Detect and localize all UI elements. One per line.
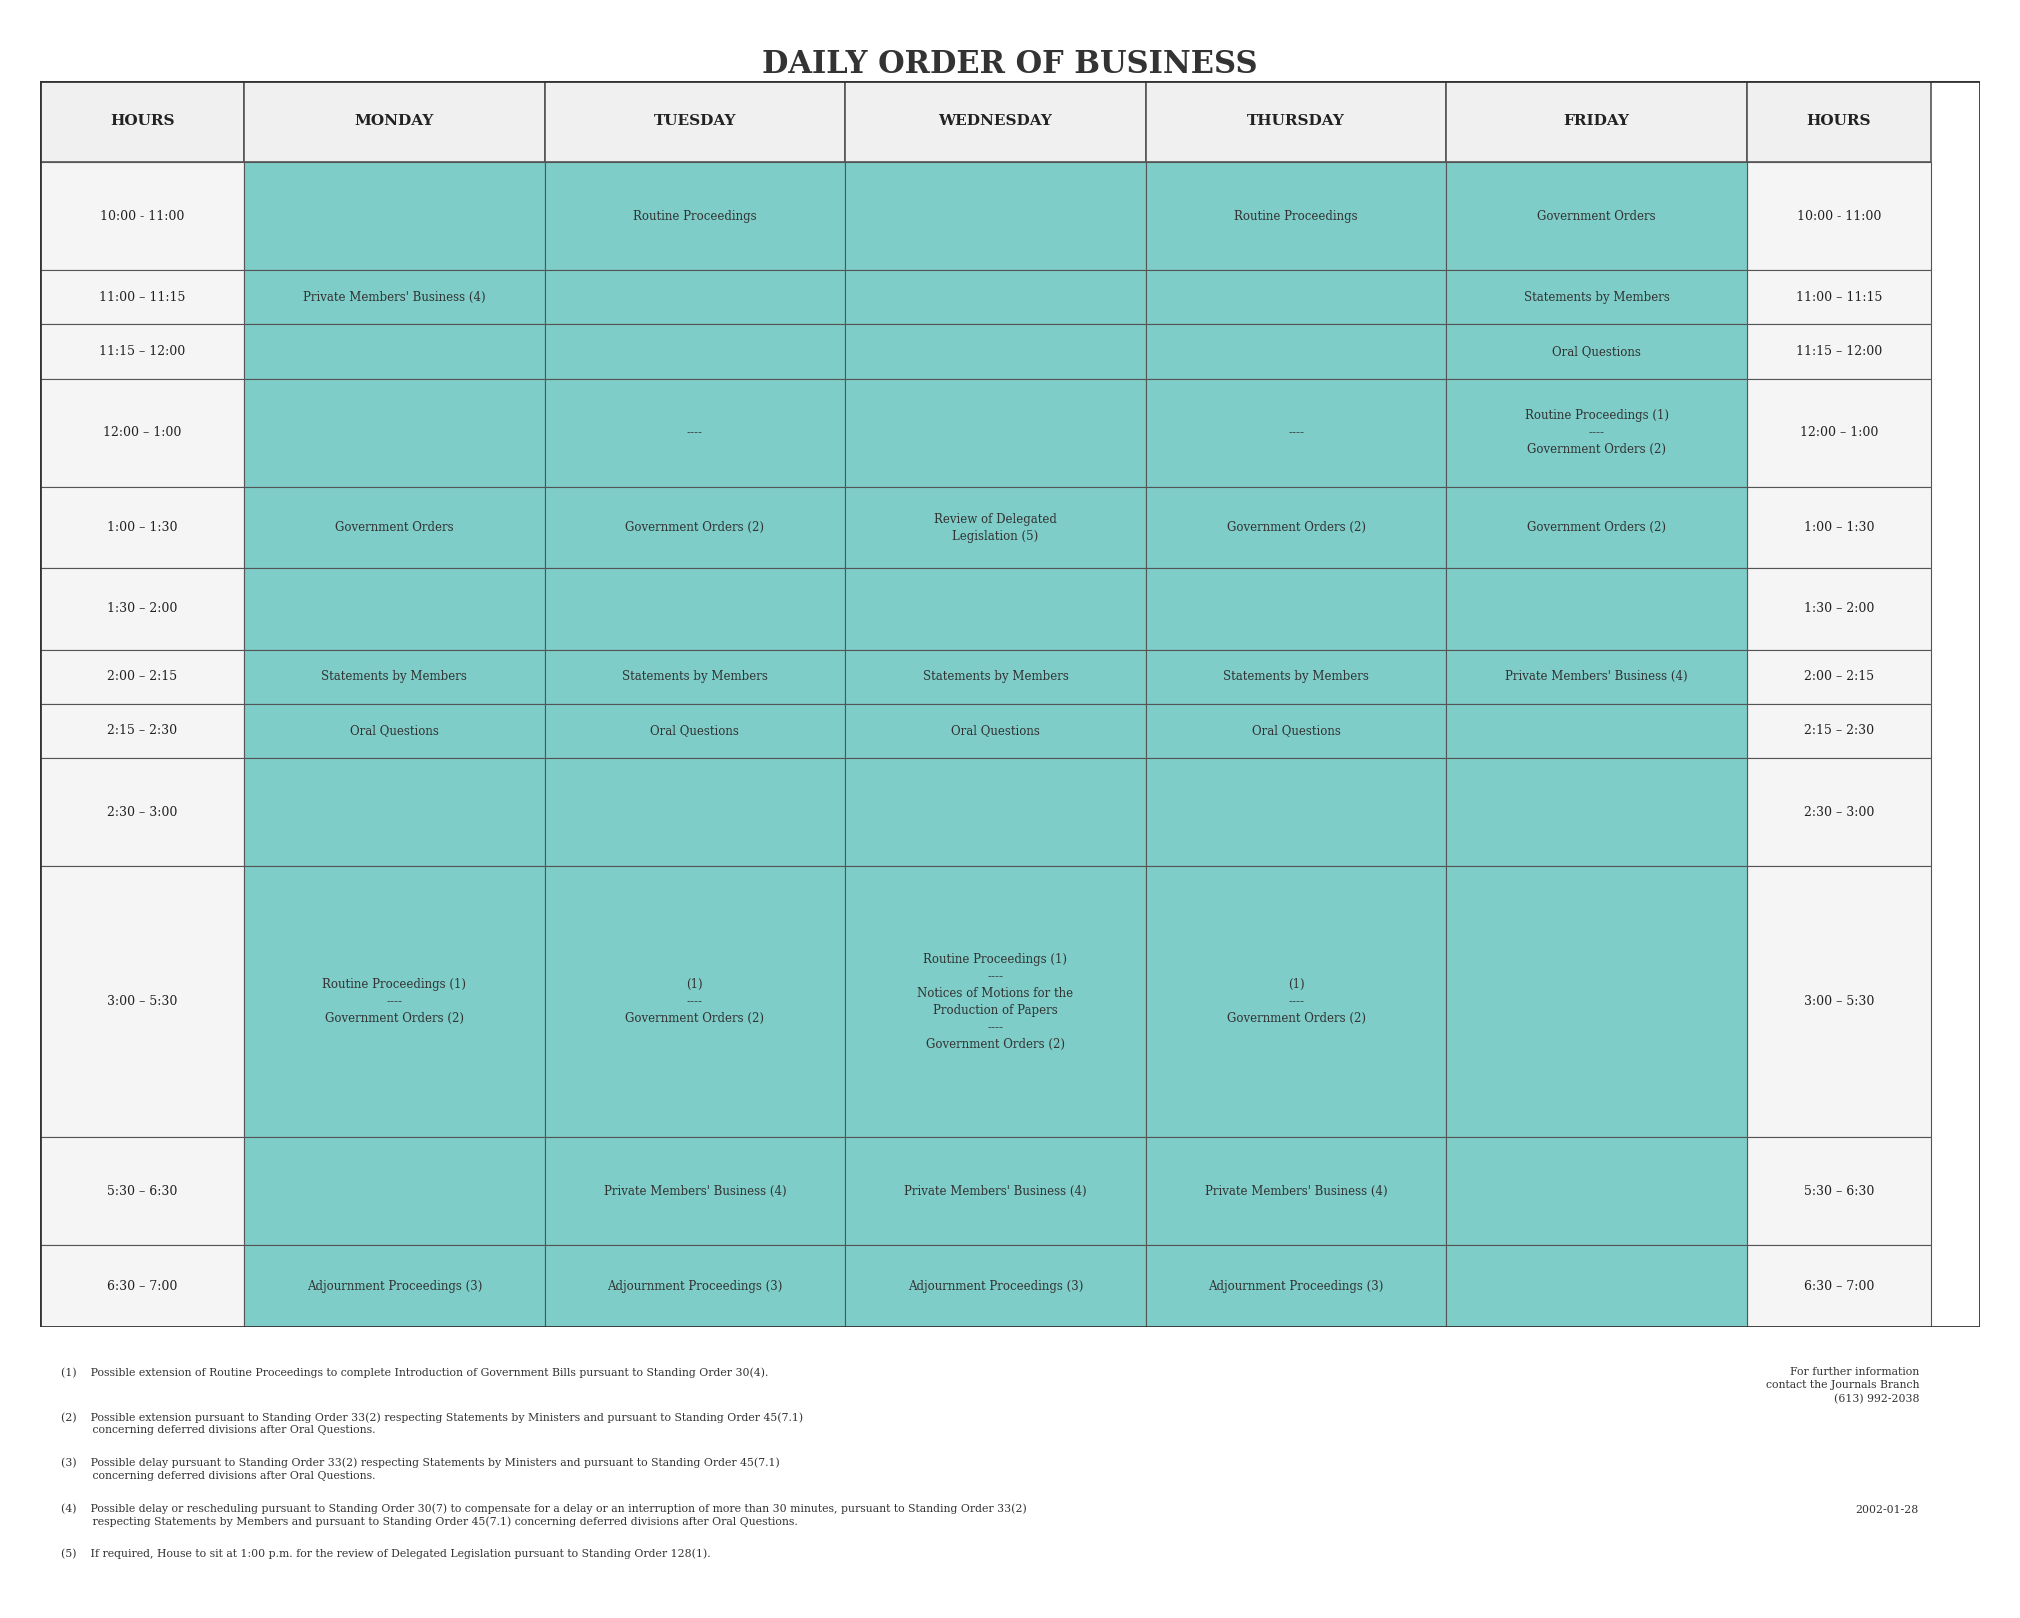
Text: 2002-01-28: 2002-01-28 [1856, 1505, 1919, 1514]
Text: Government Orders (2): Government Orders (2) [1527, 521, 1666, 534]
FancyBboxPatch shape [844, 379, 1145, 487]
FancyBboxPatch shape [40, 487, 244, 568]
FancyBboxPatch shape [40, 379, 244, 487]
FancyBboxPatch shape [40, 1246, 244, 1327]
FancyBboxPatch shape [1145, 1246, 1446, 1327]
FancyBboxPatch shape [844, 757, 1145, 866]
FancyBboxPatch shape [1446, 568, 1747, 649]
Text: Oral Questions: Oral Questions [1252, 725, 1341, 738]
Text: 11:15 – 12:00: 11:15 – 12:00 [99, 345, 186, 358]
FancyBboxPatch shape [844, 325, 1145, 379]
Text: THURSDAY: THURSDAY [1246, 115, 1345, 128]
Text: Oral Questions: Oral Questions [951, 725, 1040, 738]
Text: HOURS: HOURS [109, 115, 174, 128]
FancyBboxPatch shape [844, 270, 1145, 325]
FancyBboxPatch shape [545, 1137, 844, 1246]
FancyBboxPatch shape [40, 162, 244, 270]
Text: HOURS: HOURS [1806, 115, 1871, 128]
FancyBboxPatch shape [1446, 866, 1747, 1137]
Text: Statements by Members: Statements by Members [1222, 670, 1370, 683]
Text: 2:15 – 2:30: 2:15 – 2:30 [1804, 725, 1875, 738]
FancyBboxPatch shape [1446, 487, 1747, 568]
Text: FRIDAY: FRIDAY [1563, 115, 1630, 128]
FancyBboxPatch shape [1446, 81, 1747, 162]
Text: ----: ---- [687, 426, 703, 438]
FancyBboxPatch shape [40, 1137, 244, 1246]
FancyBboxPatch shape [1747, 270, 1931, 325]
FancyBboxPatch shape [844, 568, 1145, 649]
FancyBboxPatch shape [545, 270, 844, 325]
FancyBboxPatch shape [244, 649, 545, 704]
FancyBboxPatch shape [545, 487, 844, 568]
FancyBboxPatch shape [1145, 649, 1446, 704]
Text: Oral Questions: Oral Questions [349, 725, 438, 738]
Text: Government Orders (2): Government Orders (2) [1226, 521, 1366, 534]
Text: 10:00 - 11:00: 10:00 - 11:00 [1798, 210, 1881, 223]
Text: Review of Delegated
Legislation (5): Review of Delegated Legislation (5) [933, 513, 1056, 542]
FancyBboxPatch shape [1747, 1246, 1931, 1327]
Text: Statements by Members: Statements by Members [622, 670, 768, 683]
Text: Government Orders: Government Orders [1537, 210, 1656, 223]
FancyBboxPatch shape [1747, 704, 1931, 757]
FancyBboxPatch shape [844, 1137, 1145, 1246]
Text: Routine Proceedings (1)
----
Government Orders (2): Routine Proceedings (1) ---- Government … [323, 979, 467, 1026]
Text: (5)    If required, House to sit at 1:00 p.m. for the review of Delegated Legisl: (5) If required, House to sit at 1:00 p.… [61, 1548, 711, 1560]
FancyBboxPatch shape [1446, 379, 1747, 487]
FancyBboxPatch shape [1145, 757, 1446, 866]
FancyBboxPatch shape [1747, 866, 1931, 1137]
FancyBboxPatch shape [40, 81, 244, 162]
Text: 5:30 – 6:30: 5:30 – 6:30 [1804, 1184, 1875, 1197]
FancyBboxPatch shape [40, 704, 244, 757]
Text: 2:00 – 2:15: 2:00 – 2:15 [107, 670, 178, 683]
Text: Government Orders (2): Government Orders (2) [626, 521, 764, 534]
FancyBboxPatch shape [1747, 757, 1931, 866]
FancyBboxPatch shape [40, 568, 244, 649]
Text: Routine Proceedings (1)
----
Government Orders (2): Routine Proceedings (1) ---- Government … [1525, 409, 1669, 456]
Text: (1)    Possible extension of Routine Proceedings to complete Introduction of Gov: (1) Possible extension of Routine Procee… [61, 1367, 768, 1379]
Text: For further information
contact the Journals Branch
(613) 992-2038: For further information contact the Jour… [1765, 1367, 1919, 1404]
FancyBboxPatch shape [40, 270, 244, 325]
Text: Private Members' Business (4): Private Members' Business (4) [1505, 670, 1689, 683]
Text: 2:00 – 2:15: 2:00 – 2:15 [1804, 670, 1875, 683]
Text: 2:15 – 2:30: 2:15 – 2:30 [107, 725, 178, 738]
Text: TUESDAY: TUESDAY [654, 115, 735, 128]
FancyBboxPatch shape [1747, 81, 1931, 162]
FancyBboxPatch shape [40, 866, 244, 1137]
FancyBboxPatch shape [244, 325, 545, 379]
Text: (1)
----
Government Orders (2): (1) ---- Government Orders (2) [1226, 979, 1366, 1026]
Text: (4)    Possible delay or rescheduling pursuant to Standing Order 30(7) to compen: (4) Possible delay or rescheduling pursu… [61, 1503, 1026, 1527]
FancyBboxPatch shape [844, 487, 1145, 568]
FancyBboxPatch shape [844, 704, 1145, 757]
Text: (1)
----
Government Orders (2): (1) ---- Government Orders (2) [626, 979, 764, 1026]
FancyBboxPatch shape [244, 757, 545, 866]
Text: Oral Questions: Oral Questions [650, 725, 739, 738]
FancyBboxPatch shape [1145, 270, 1446, 325]
FancyBboxPatch shape [40, 757, 244, 866]
Text: 6:30 – 7:00: 6:30 – 7:00 [1804, 1280, 1875, 1293]
Text: 5:30 – 6:30: 5:30 – 6:30 [107, 1184, 178, 1197]
FancyBboxPatch shape [1145, 325, 1446, 379]
Text: 6:30 – 7:00: 6:30 – 7:00 [107, 1280, 178, 1293]
FancyBboxPatch shape [244, 379, 545, 487]
Text: Private Members' Business (4): Private Members' Business (4) [1204, 1184, 1388, 1197]
FancyBboxPatch shape [545, 1246, 844, 1327]
Text: WEDNESDAY: WEDNESDAY [939, 115, 1052, 128]
FancyBboxPatch shape [1446, 162, 1747, 270]
Text: Oral Questions: Oral Questions [1551, 345, 1640, 358]
FancyBboxPatch shape [545, 649, 844, 704]
FancyBboxPatch shape [1446, 270, 1747, 325]
Text: Routine Proceedings (1)
----
Notices of Motions for the
Production of Papers
---: Routine Proceedings (1) ---- Notices of … [917, 953, 1073, 1050]
FancyBboxPatch shape [1747, 568, 1931, 649]
FancyBboxPatch shape [1747, 649, 1931, 704]
FancyBboxPatch shape [1145, 1137, 1446, 1246]
FancyBboxPatch shape [1446, 704, 1747, 757]
FancyBboxPatch shape [1145, 81, 1446, 162]
FancyBboxPatch shape [1145, 162, 1446, 270]
FancyBboxPatch shape [1145, 568, 1446, 649]
FancyBboxPatch shape [1145, 704, 1446, 757]
Text: 1:30 – 2:00: 1:30 – 2:00 [107, 602, 178, 615]
Text: Statements by Members: Statements by Members [1523, 291, 1671, 304]
Text: Routine Proceedings: Routine Proceedings [1234, 210, 1357, 223]
FancyBboxPatch shape [844, 81, 1145, 162]
FancyBboxPatch shape [844, 1246, 1145, 1327]
